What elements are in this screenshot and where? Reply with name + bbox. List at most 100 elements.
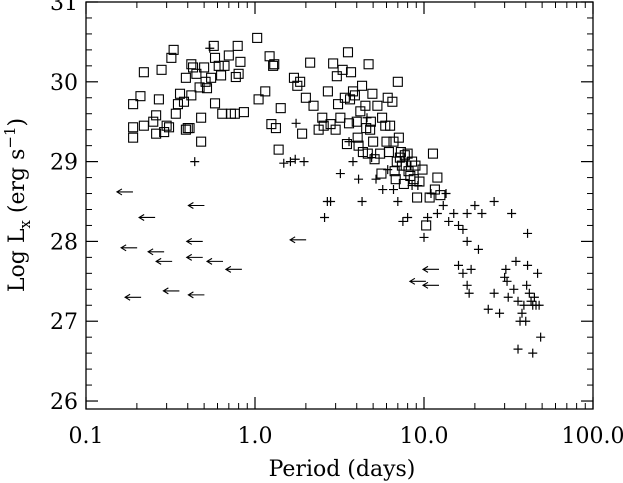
square-point — [238, 107, 249, 118]
square-point — [383, 146, 394, 158]
plus-point — [354, 174, 364, 184]
y-tick-label: 31 — [50, 0, 78, 16]
square-point — [365, 124, 376, 135]
square-point — [268, 60, 279, 71]
square-point — [217, 108, 228, 119]
square-point — [421, 220, 432, 231]
square-point — [128, 122, 139, 133]
plus-point — [458, 268, 468, 278]
upper-limit-arrow — [224, 265, 242, 273]
square-point — [166, 52, 177, 63]
square-point — [417, 164, 428, 175]
square-point — [196, 136, 207, 147]
plus-point — [458, 224, 468, 234]
plus-point — [495, 308, 505, 318]
y-tick-label: 30 — [50, 71, 78, 96]
upper-limit-arrow — [115, 188, 133, 196]
square-point — [216, 70, 227, 81]
square-point — [138, 67, 149, 78]
square-point — [357, 80, 368, 91]
square-point — [339, 92, 350, 103]
square-point — [156, 64, 167, 75]
upper-limit-arrow — [205, 257, 224, 265]
plus-point — [335, 169, 345, 179]
plus-point — [299, 157, 309, 167]
square-point — [252, 32, 263, 43]
plus-point — [462, 280, 472, 290]
square-point — [275, 103, 286, 114]
plus-point — [477, 208, 487, 218]
square-point — [213, 60, 224, 71]
square-point — [180, 124, 191, 135]
square-point — [325, 119, 336, 130]
y-tick-label: 29 — [50, 151, 78, 176]
plus-point — [426, 189, 436, 199]
plus-point — [432, 208, 442, 218]
plus-point — [522, 280, 532, 290]
y-tick-label: 27 — [50, 310, 78, 335]
plus-point — [453, 220, 463, 230]
x-tick-label: 100.0 — [562, 424, 623, 449]
square-point — [342, 47, 354, 58]
square-point — [163, 122, 175, 133]
square-point — [337, 64, 348, 75]
square-point — [196, 112, 207, 123]
square-point — [355, 106, 366, 117]
plus-point — [393, 197, 403, 207]
square-point — [153, 94, 164, 105]
plus-point — [441, 189, 451, 199]
square-point — [219, 60, 230, 71]
square-point — [184, 123, 195, 134]
y-tick-label: 28 — [50, 230, 78, 255]
square-point — [376, 168, 387, 179]
square-point — [260, 86, 271, 97]
square-point — [186, 90, 197, 101]
square-point — [412, 192, 423, 203]
plus-point — [462, 208, 472, 218]
square-point — [369, 154, 380, 165]
plus-point — [470, 201, 480, 210]
x-tick-label: 10.0 — [400, 424, 449, 449]
plus-point — [378, 185, 388, 195]
square-point — [194, 82, 205, 93]
square-point — [161, 120, 172, 131]
square-point — [349, 90, 360, 101]
plus-point — [371, 174, 381, 184]
square-point — [128, 99, 139, 110]
x-axis-label: Period (days) — [269, 457, 416, 482]
plus-point — [507, 208, 517, 218]
plus-point — [466, 264, 476, 274]
square-point — [381, 136, 392, 147]
square-point — [269, 59, 280, 70]
upper-limit-arrow — [289, 236, 307, 244]
plus-point — [438, 201, 448, 210]
square-point — [387, 96, 398, 107]
square-point — [151, 128, 162, 139]
plus-point — [536, 332, 546, 342]
square-point — [172, 99, 183, 110]
plus-point — [444, 216, 454, 226]
plus-point — [398, 216, 408, 226]
upper-limit-arrow — [421, 265, 439, 273]
square-point — [168, 44, 179, 55]
square-point — [206, 72, 217, 83]
square-point — [170, 108, 181, 119]
y-tick-label: 26 — [50, 390, 78, 415]
square-point — [432, 172, 443, 183]
plus-point — [344, 137, 354, 147]
plus-point — [513, 296, 523, 306]
square-point — [322, 86, 333, 97]
square-point — [341, 139, 352, 150]
plus-point — [403, 212, 413, 222]
plus-point — [449, 208, 459, 218]
square-point — [232, 40, 243, 51]
square-point — [389, 166, 400, 177]
square-point — [201, 83, 213, 94]
square-point — [377, 112, 388, 123]
plus-point — [462, 236, 472, 246]
plus-point — [489, 288, 499, 298]
plot-frame — [85, 1, 594, 410]
x-tick-label: 0.1 — [69, 424, 104, 449]
square-point — [209, 98, 221, 109]
